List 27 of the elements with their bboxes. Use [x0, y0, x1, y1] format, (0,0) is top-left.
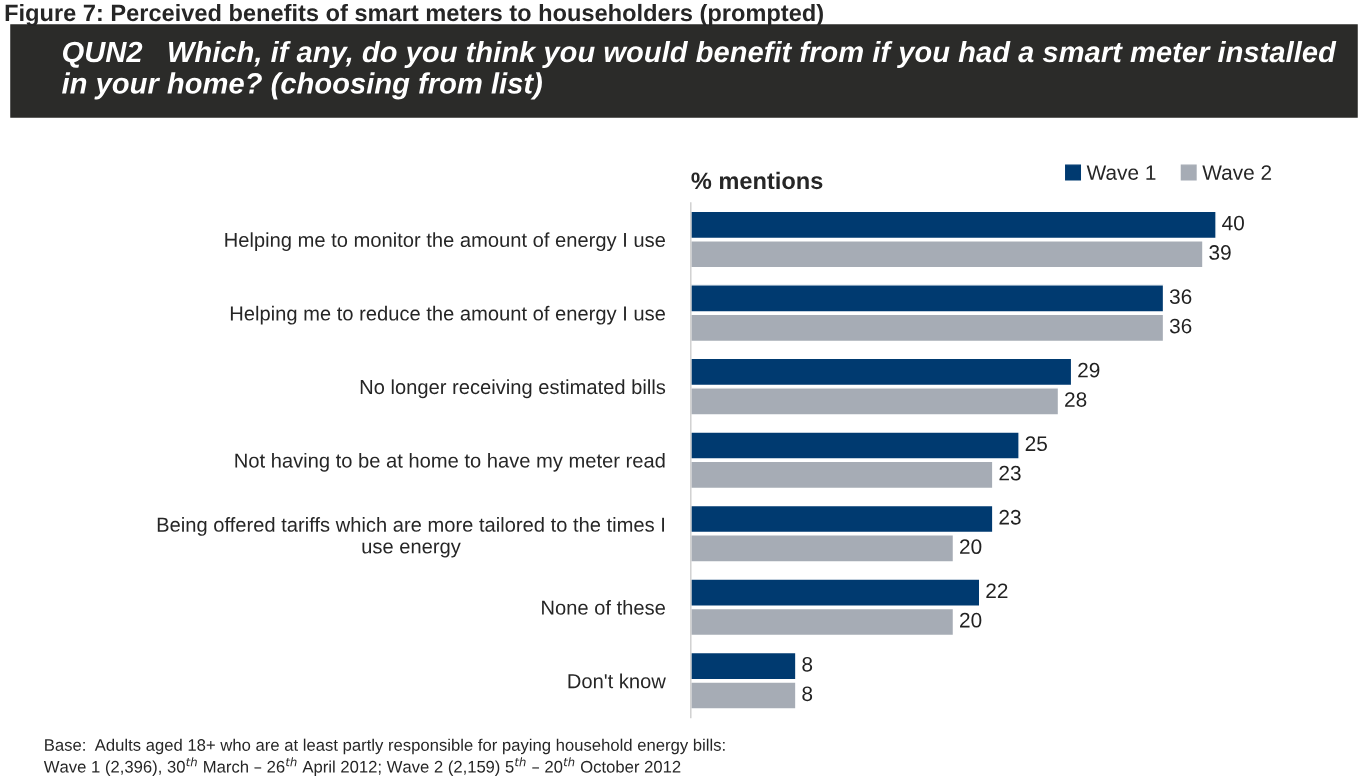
data-label: 23: [999, 509, 1021, 525]
data-label: 23: [999, 465, 1021, 481]
y-tick-label: Being offered tariffs which are more tailored to the times I use energy: [157, 517, 665, 558]
data-label: 40: [1222, 215, 1244, 231]
chart-subtitle: QUN2 Which, if any, do you think you would benefit from if you had a smart meter installed in your home? (choosing from list): [62, 40, 1337, 100]
data-label: 39: [1209, 245, 1231, 260]
data-label: 36: [1169, 318, 1192, 334]
y-tick-label: Helping me to reduce the amount of energy I use: [230, 305, 665, 325]
data-label: 22: [986, 583, 1008, 598]
data-label: 20: [960, 612, 982, 628]
data-label: 25: [1025, 436, 1047, 452]
y-tick-label: Not having to be at home to have my meter read: [235, 452, 665, 472]
y-tick-label: Helping me to monitor the amount of energy I use: [225, 232, 665, 252]
data-label: 36: [1169, 289, 1192, 304]
legend-label: Wave 1: [1086, 165, 1156, 180]
x-axis-title: % mentions: [691, 171, 823, 190]
data-label: 20: [960, 539, 982, 555]
data-label: 8: [802, 656, 813, 672]
data-label: 8: [802, 686, 813, 702]
data-label: 28: [1065, 392, 1087, 407]
y-tick-label: No longer receiving estimated bills: [360, 379, 666, 399]
data-label: 29: [1078, 362, 1100, 378]
text: Base: Adults aged 18+ who are at least partly responsible for paying household energy bills: Wave 1 (2,396), 30$^{th}$ March – 26$^{th}$ April 2012; Wave 2 (2,159) 5$^{th}$ – 20$^{th}$ October 2012: [43, 738, 725, 776]
y-tick-label: None of these: [542, 599, 665, 615]
y-tick-label: Don't know: [568, 673, 666, 689]
legend-label: Wave 2: [1202, 165, 1272, 180]
text: Figure 7: Perceived benefits of smart meters to householders (prompted): [5, 3, 823, 27]
